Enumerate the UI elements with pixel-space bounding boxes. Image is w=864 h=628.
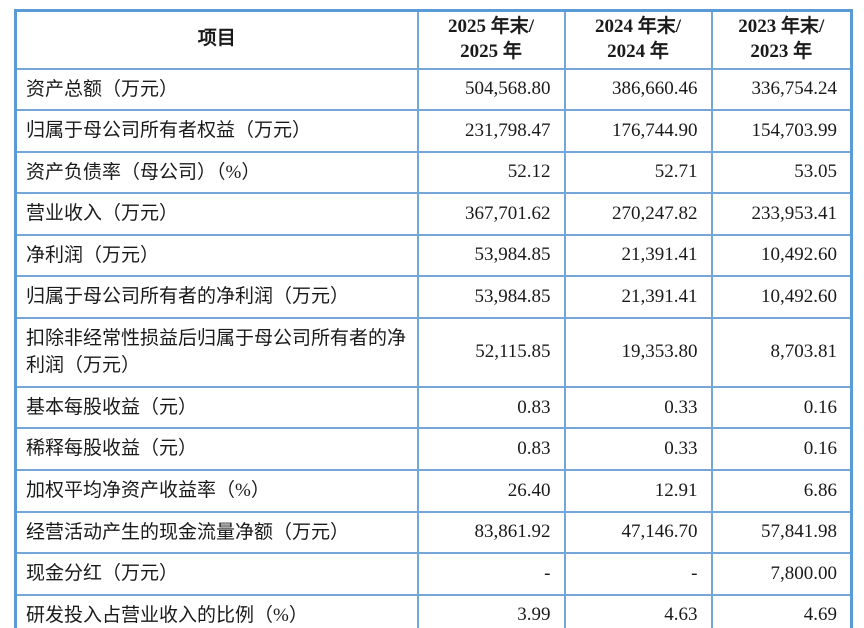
table-row: 资产负债率（母公司）（%） 52.12 52.71 53.05 [14,150,853,195]
row-item-label: 资产总额（万元） [14,67,419,112]
row-value-2024: 47,146.70 [563,510,713,555]
row-item-label: 稀释每股收益（元） [14,427,419,471]
header-year-2024: 2024 年末/ 2024 年 [563,9,713,70]
row-value-2025: 0.83 [416,385,566,430]
row-value-2023: 4.69 [710,593,853,628]
row-value-2024: 21,391.41 [563,275,713,319]
row-value-2025: 52,115.85 [416,316,566,388]
row-item-label: 经营活动产生的现金流量净额（万元） [14,510,419,555]
row-value-2025: 52.12 [416,150,566,195]
row-value-2023: 10,492.60 [710,233,853,278]
row-value-2025: 504,568.80 [416,67,566,112]
header-year-2023: 2023 年末/ 2023 年 [710,9,853,70]
table-row: 归属于母公司所有者的净利润（万元） 53,984.85 21,391.41 10… [14,275,853,319]
row-value-2025: - [416,552,566,596]
row-value-2024: 19,353.80 [563,316,713,388]
row-value-2024: 4.63 [563,593,713,628]
row-value-2024: 0.33 [563,385,713,430]
header-year-2025: 2025 年末/ 2025 年 [416,9,566,70]
row-item-label: 资产负债率（母公司）（%） [14,150,419,195]
row-value-2023: 53.05 [710,150,853,195]
table-row: 稀释每股收益（元） 0.83 0.33 0.16 [14,427,853,471]
table-row: 归属于母公司所有者权益（万元） 231,798.47 176,744.90 15… [14,109,853,153]
table-row: 营业收入（万元） 367,701.62 270,247.82 233,953.4… [14,192,853,236]
table-row: 净利润（万元） 53,984.85 21,391.41 10,492.60 [14,233,853,278]
row-value-2024: 386,660.46 [563,67,713,112]
row-value-2024: 176,744.90 [563,109,713,153]
row-value-2025: 0.83 [416,427,566,471]
row-item-label: 现金分红（万元） [14,552,419,596]
table-row: 资产总额（万元） 504,568.80 386,660.46 336,754.2… [14,67,853,112]
row-value-2025: 3.99 [416,593,566,628]
row-value-2025: 231,798.47 [416,109,566,153]
row-item-label: 基本每股收益（元） [14,385,419,430]
row-item-label: 营业收入（万元） [14,192,419,236]
row-value-2025: 83,861.92 [416,510,566,555]
row-value-2025: 26.40 [416,468,566,513]
row-value-2023: 57,841.98 [710,510,853,555]
table-row: 基本每股收益（元） 0.83 0.33 0.16 [14,385,853,430]
table-row: 扣除非经常性损益后归属于母公司所有者的净利润（万元） 52,115.85 19,… [14,316,853,388]
row-value-2024: 21,391.41 [563,233,713,278]
row-value-2023: 154,703.99 [710,109,853,153]
row-value-2025: 53,984.85 [416,233,566,278]
row-value-2023: 233,953.41 [710,192,853,236]
table-row: 加权平均净资产收益率（%） 26.40 12.91 6.86 [14,468,853,513]
header-item-label: 项目 [197,28,236,50]
row-value-2023: 0.16 [710,427,853,471]
table-row: 研发投入占营业收入的比例（%） 3.99 4.63 4.69 [14,593,853,628]
header-item: 项目 [14,9,419,70]
row-item-label: 研发投入占营业收入的比例（%） [14,593,419,628]
row-item-label: 扣除非经常性损益后归属于母公司所有者的净利润（万元） [14,316,419,388]
row-value-2023: 6.86 [710,468,853,513]
row-item-label: 归属于母公司所有者的净利润（万元） [14,275,419,319]
row-value-2023: 0.16 [710,385,853,430]
row-value-2023: 10,492.60 [710,275,853,319]
row-item-label: 加权平均净资产收益率（%） [14,468,419,513]
row-value-2024: 12.91 [563,468,713,513]
row-value-2024: - [563,552,713,596]
row-value-2024: 270,247.82 [563,192,713,236]
table-header-row: 项目 2025 年末/ 2025 年 2024 年末/ 2024 年 2023 … [14,9,853,70]
table-row: 经营活动产生的现金流量净额（万元） 83,861.92 47,146.70 57… [14,510,853,555]
row-value-2025: 367,701.62 [416,192,566,236]
row-item-label: 归属于母公司所有者权益（万元） [14,109,419,153]
row-item-label: 净利润（万元） [14,233,419,278]
row-value-2023: 8,703.81 [710,316,853,388]
key-financial-data-table: 项目 2025 年末/ 2025 年 2024 年末/ 2024 年 2023 … [14,9,853,628]
table-body: 资产总额（万元） 504,568.80 386,660.46 336,754.2… [14,67,853,628]
row-value-2023: 336,754.24 [710,67,853,112]
table-row: 现金分红（万元） - - 7,800.00 [14,552,853,596]
row-value-2024: 0.33 [563,427,713,471]
row-value-2023: 7,800.00 [710,552,853,596]
row-value-2025: 53,984.85 [416,275,566,319]
row-value-2024: 52.71 [563,150,713,195]
